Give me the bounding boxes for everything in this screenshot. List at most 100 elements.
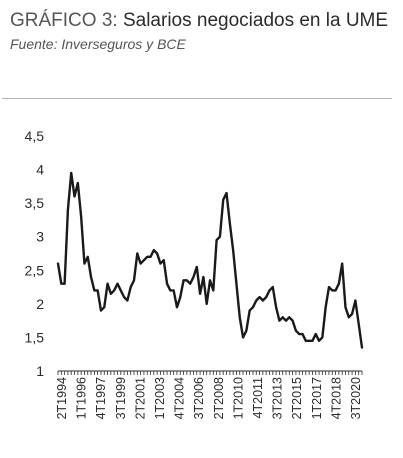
- y-tick-label: 4: [36, 162, 44, 178]
- series-line: [56, 171, 364, 349]
- chart-header: GRÁFICO 3: Salarios negociados en la UME…: [10, 8, 395, 52]
- data-point: [357, 323, 360, 325]
- data-point: [126, 299, 129, 302]
- data-point: [192, 276, 195, 278]
- data-point: [152, 249, 155, 252]
- chart-title: GRÁFICO 3: Salarios negociados en la UME: [10, 8, 395, 34]
- data-point: [304, 339, 307, 342]
- data-point: [129, 286, 132, 288]
- data-point: [285, 319, 287, 322]
- data-point: [341, 262, 344, 265]
- data-point: [172, 289, 175, 292]
- x-tick-label: 2T2015: [290, 377, 304, 419]
- data-point: [354, 299, 357, 302]
- data-point: [149, 255, 152, 258]
- data-point: [219, 235, 221, 238]
- data-point: [347, 316, 350, 319]
- y-tick-label: 2,5: [25, 262, 45, 278]
- data-point: [268, 289, 271, 292]
- data-point: [202, 276, 205, 278]
- data-point: [83, 262, 86, 265]
- data-point: [106, 282, 109, 285]
- data-point: [70, 172, 73, 174]
- x-tick-label: 2T2008: [212, 377, 226, 419]
- x-tick-label: 2T2001: [133, 377, 147, 419]
- x-tick-label: 1T2010: [231, 377, 245, 419]
- data-point: [261, 299, 264, 302]
- data-point: [252, 306, 254, 309]
- data-point: [109, 292, 112, 295]
- data-point: [205, 302, 208, 305]
- data-point: [93, 289, 96, 292]
- y-tick-label: 3: [36, 229, 44, 245]
- header-divider: [2, 98, 392, 99]
- data-point: [235, 282, 238, 285]
- data-point: [258, 296, 261, 299]
- y-tick-label: 1: [36, 363, 44, 379]
- data-point: [255, 299, 258, 302]
- chart-title-main: Salarios negociados en la UME: [122, 10, 389, 31]
- data-point: [308, 339, 311, 342]
- data-point: [162, 259, 165, 262]
- data-point: [242, 336, 244, 339]
- y-axis: 1 1,5 2 2,5 3 3,5 4 4,5: [25, 128, 45, 379]
- x-tick-label: 4T1997: [94, 377, 108, 419]
- data-point: [63, 282, 66, 285]
- data-point: [324, 306, 327, 309]
- data-point: [76, 182, 79, 184]
- data-point: [100, 309, 102, 312]
- x-tick-label: 1T1996: [75, 377, 89, 419]
- data-point: [123, 296, 125, 299]
- data-point: [334, 289, 337, 292]
- data-point: [189, 282, 192, 285]
- data-point: [156, 252, 159, 255]
- x-tick-label: 4T2004: [173, 377, 187, 419]
- data-point: [209, 279, 211, 282]
- data-point: [139, 262, 142, 265]
- data-point: [143, 259, 145, 262]
- data-point: [182, 279, 185, 282]
- data-point: [238, 316, 241, 319]
- data-point: [311, 339, 314, 342]
- data-point: [228, 222, 231, 225]
- data-point: [195, 266, 198, 268]
- data-point: [103, 306, 106, 309]
- data-point: [159, 262, 162, 265]
- data-point: [275, 306, 277, 309]
- data-point: [314, 333, 317, 335]
- data-point: [60, 282, 63, 285]
- data-point: [90, 276, 92, 278]
- x-tick-label: 1T2017: [310, 377, 324, 419]
- data-point: [96, 289, 99, 292]
- data-point: [176, 306, 178, 309]
- y-tick-label: 2: [36, 296, 44, 312]
- data-point: [225, 192, 228, 194]
- data-point: [113, 289, 116, 292]
- x-tick-label: 3T2006: [192, 377, 206, 419]
- data-point: [248, 309, 251, 312]
- data-point: [351, 313, 353, 315]
- data-point: [271, 286, 274, 288]
- data-point: [288, 316, 291, 319]
- data-point: [80, 215, 83, 218]
- data-point: [67, 208, 69, 211]
- data-point: [222, 198, 225, 201]
- x-tick-label: 1T2003: [153, 377, 167, 419]
- data-point: [232, 249, 235, 252]
- data-point: [298, 333, 301, 335]
- data-point: [344, 306, 347, 309]
- data-point: [281, 316, 284, 319]
- data-point: [215, 239, 218, 241]
- x-tick-label: 3T2020: [349, 377, 363, 419]
- x-tick-label: 4T2011: [251, 377, 265, 419]
- data-point: [185, 279, 188, 282]
- data-point: [136, 252, 139, 255]
- y-tick-label: 3,5: [25, 195, 45, 211]
- data-point: [86, 255, 89, 258]
- data-point: [116, 282, 119, 285]
- data-point: [199, 292, 201, 295]
- data-point: [245, 329, 248, 332]
- series-group: [56, 171, 364, 349]
- x-axis: 2T1994 1T1996 4T1997 3T1999 2T2001 1T2003 4T20…: [55, 370, 363, 419]
